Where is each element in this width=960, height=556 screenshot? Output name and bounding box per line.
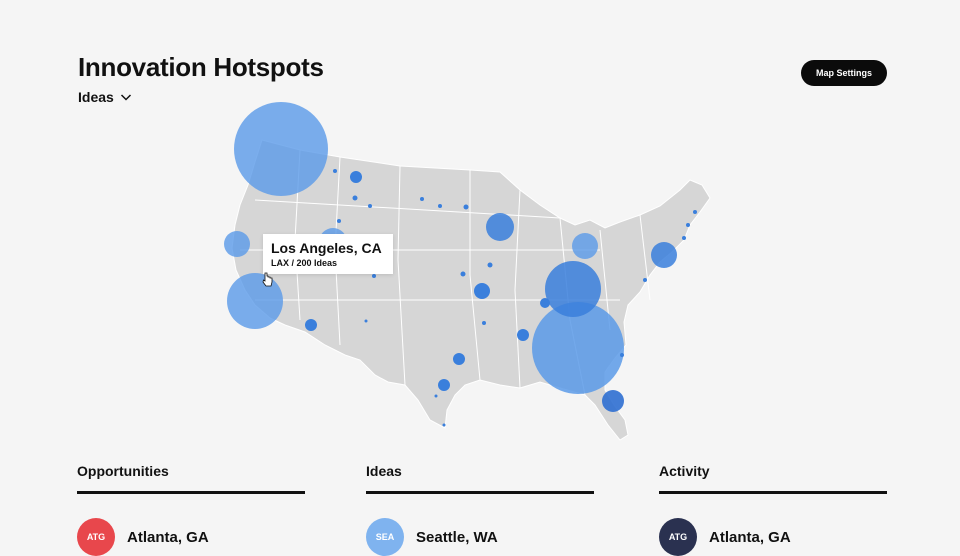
bubble-nashville[interactable]: [517, 329, 529, 341]
column-ideas: Ideas SEA Seattle, WA: [366, 463, 594, 556]
chevron-down-icon: [120, 94, 131, 101]
map-settings-button[interactable]: Map Settings: [801, 60, 887, 86]
bubble-new-york[interactable]: [651, 242, 677, 268]
city-badge: ATG: [659, 518, 697, 556]
map-tooltip: Los Angeles, CA LAX / 200 Ideas: [263, 234, 393, 274]
column-opportunities: Opportunities ATG Atlanta, GA: [77, 463, 305, 556]
city-badge: ATG: [77, 518, 115, 556]
hand-cursor-icon: [262, 272, 273, 287]
bubble-houston[interactable]: [438, 379, 450, 391]
list-item[interactable]: SEA Seattle, WA: [366, 518, 594, 556]
city-label: Atlanta, GA: [709, 528, 791, 546]
page-title: Innovation Hotspots: [78, 52, 324, 82]
city-label: Seattle, WA: [416, 528, 498, 546]
bubble-dallas[interactable]: [453, 353, 465, 365]
bubble-atlanta[interactable]: [532, 302, 624, 394]
bubble-seattle[interactable]: [234, 102, 328, 196]
city-badge: SEA: [366, 518, 404, 556]
list-item[interactable]: ATG Atlanta, GA: [77, 518, 305, 556]
metric-dropdown[interactable]: Ideas: [78, 89, 132, 105]
bubble-charlotte[interactable]: [545, 261, 601, 317]
tooltip-title: Los Angeles, CA: [271, 240, 382, 256]
tooltip-subtitle: LAX / 200 Ideas: [271, 258, 338, 268]
column-header: Ideas: [366, 463, 594, 494]
list-item[interactable]: ATG Atlanta, GA: [659, 518, 887, 556]
column-header: Activity: [659, 463, 887, 494]
bubble-san-francisco[interactable]: [224, 231, 250, 257]
metric-dropdown-label: Ideas: [78, 89, 114, 105]
bubble-chicago[interactable]: [486, 213, 514, 241]
column-activity: Activity ATG Atlanta, GA: [659, 463, 887, 556]
column-header: Opportunities: [77, 463, 305, 494]
city-label: Atlanta, GA: [127, 528, 209, 546]
bubble-los-angeles[interactable]: [227, 273, 283, 329]
bubble-st-louis[interactable]: [474, 283, 490, 299]
us-map[interactable]: [0, 95, 960, 455]
bubble-ohio[interactable]: [540, 298, 550, 308]
bubble-phoenix[interactable]: [305, 319, 317, 331]
bubble-montana[interactable]: [350, 171, 362, 183]
bubble-orlando[interactable]: [602, 390, 624, 412]
bubble-detroit[interactable]: [572, 233, 598, 259]
